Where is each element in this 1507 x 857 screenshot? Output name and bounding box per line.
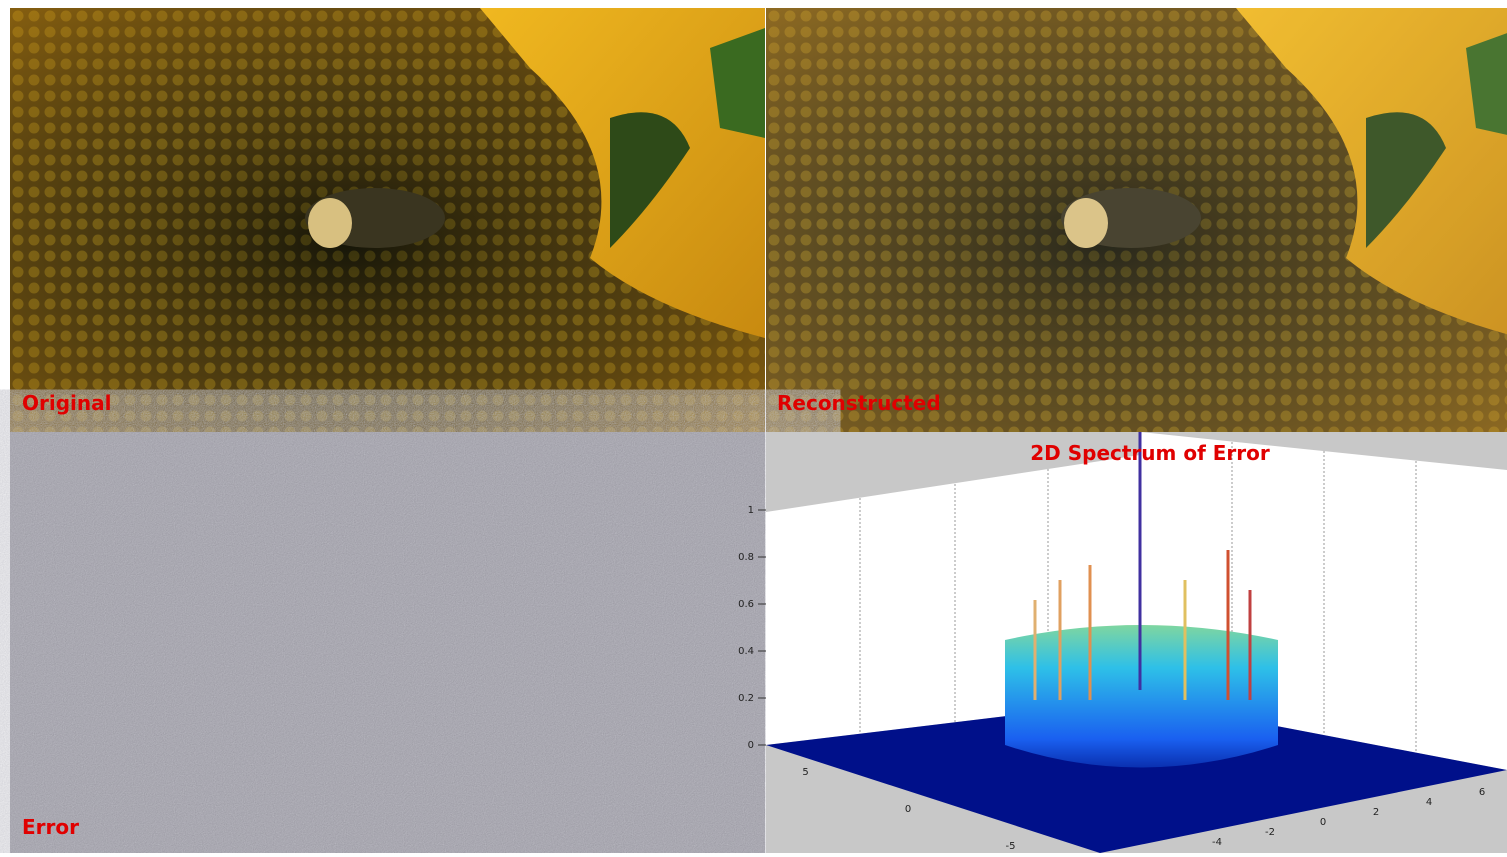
reconstructed-panel (766, 8, 1507, 432)
z-tick-label: 0.2 (738, 693, 754, 704)
composite: 2D Spectrum of Error Original Reconstruc… (0, 0, 1507, 853)
error-label: Error (22, 815, 79, 839)
z-tick-label: 0 (748, 740, 754, 751)
y-tick-label: 2 (1373, 807, 1379, 818)
original-label: Original (22, 391, 111, 415)
error-panel (10, 432, 765, 853)
y-tick-label: -2 (1265, 827, 1275, 838)
y-tick-label: 4 (1426, 797, 1432, 808)
y-tick-label: -4 (1212, 837, 1222, 848)
z-tick-label: 1 (748, 505, 754, 516)
original-panel (10, 8, 765, 432)
z-tick-label: 0.4 (738, 646, 754, 657)
spectrum-title: 2D Spectrum of Error (1030, 441, 1270, 465)
x-tick-label: 5 (802, 767, 808, 778)
reconstructed-label: Reconstructed (777, 391, 941, 415)
z-tick-label: 0.8 (738, 552, 754, 563)
z-tick-label: 0.6 (738, 599, 754, 610)
spectrum-panel: 2D Spectrum of Error (766, 432, 1507, 853)
x-tick-label: 0 (905, 804, 911, 815)
y-tick-label: 6 (1479, 787, 1485, 798)
y-tick-label: 0 (1320, 817, 1326, 828)
x-tick-label: -5 (1006, 841, 1016, 852)
